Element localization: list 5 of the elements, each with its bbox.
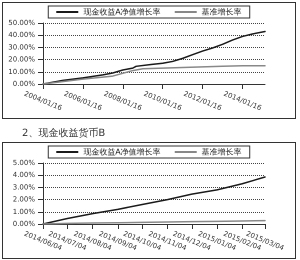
legend-label: 基准增长率 [202, 148, 242, 156]
chart-title: 2、现金收益货币B [22, 126, 106, 140]
legend-label: 现金收益A净值增长率 [83, 8, 161, 16]
legend-label: 基准增长率 [202, 8, 242, 16]
legend-label: 现金收益A净值增长率 [83, 148, 161, 156]
